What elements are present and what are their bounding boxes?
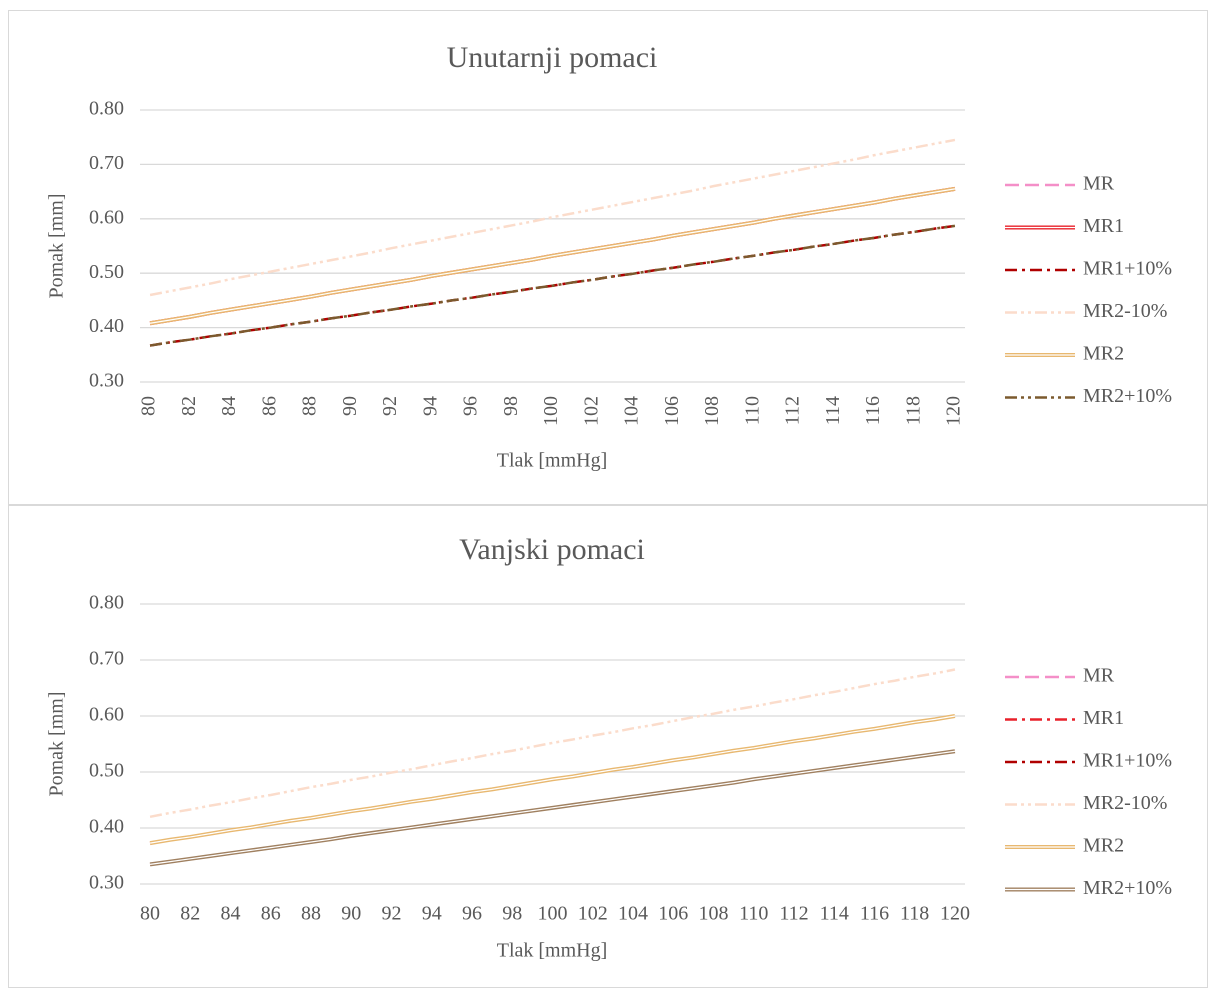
legend-label: MR1 bbox=[1083, 215, 1124, 237]
x-tick-label: 100 bbox=[538, 903, 568, 925]
y-tick-label: 0.50 bbox=[89, 261, 124, 283]
x-tick-label: 108 bbox=[698, 903, 728, 925]
y-tick-label: 0.70 bbox=[89, 648, 124, 670]
legend-label: MR2 bbox=[1083, 835, 1124, 857]
x-tick-label: 94 bbox=[422, 903, 442, 925]
x-tick-label: 116 bbox=[860, 903, 889, 925]
x-tick-label: 110 bbox=[741, 396, 763, 425]
x-tick-label: 92 bbox=[379, 396, 401, 416]
y-tick-label: 0.80 bbox=[89, 98, 124, 120]
legend-label: MR2+10% bbox=[1083, 877, 1172, 899]
x-tick-label: 106 bbox=[661, 396, 683, 426]
legend-label: MR2 bbox=[1083, 343, 1124, 365]
x-axis-title: Tlak [mmHg] bbox=[497, 940, 608, 962]
y-axis-title: Pomak [mm] bbox=[46, 194, 68, 299]
x-tick-label: 82 bbox=[178, 396, 200, 416]
legend-label: MR2-10% bbox=[1083, 792, 1167, 814]
x-tick-label: 94 bbox=[419, 396, 441, 416]
legend-label: MR1+10% bbox=[1083, 750, 1172, 772]
y-tick-label: 0.60 bbox=[89, 206, 124, 228]
y-tick-label: 0.80 bbox=[89, 592, 124, 614]
y-tick-label: 0.40 bbox=[89, 315, 124, 337]
y-tick-label: 0.30 bbox=[89, 872, 124, 894]
x-tick-label: 82 bbox=[180, 903, 200, 925]
x-tick-label: 86 bbox=[258, 396, 280, 416]
x-tick-label: 98 bbox=[500, 396, 522, 416]
x-tick-label: 100 bbox=[540, 396, 562, 426]
y-tick-label: 0.40 bbox=[89, 816, 124, 838]
x-tick-label: 102 bbox=[580, 396, 602, 426]
x-tick-label: 112 bbox=[782, 396, 804, 425]
x-tick-label: 80 bbox=[138, 396, 160, 416]
legend-label: MR2+10% bbox=[1083, 385, 1172, 407]
series-line bbox=[149, 224, 956, 347]
y-tick-label: 0.70 bbox=[89, 152, 124, 174]
legend-label: MR1+10% bbox=[1083, 258, 1172, 280]
x-tick-label: 96 bbox=[462, 903, 482, 925]
x-tick-label: 114 bbox=[822, 396, 844, 425]
x-tick-label: 92 bbox=[382, 903, 402, 925]
x-tick-label: 120 bbox=[940, 903, 970, 925]
x-tick-label: 90 bbox=[341, 903, 361, 925]
x-tick-label: 116 bbox=[862, 396, 884, 425]
x-tick-label: 96 bbox=[460, 396, 482, 416]
x-tick-label: 86 bbox=[261, 903, 281, 925]
x-axis-title: Tlak [mmHg] bbox=[497, 450, 608, 472]
x-tick-label: 110 bbox=[739, 903, 768, 925]
series-line-inner bbox=[149, 750, 956, 865]
x-tick-label: 106 bbox=[658, 903, 688, 925]
x-tick-label: 88 bbox=[299, 396, 321, 416]
x-tick-label: 84 bbox=[221, 903, 241, 925]
y-tick-label: 0.50 bbox=[89, 760, 124, 782]
legend-label: MR1 bbox=[1083, 707, 1124, 729]
series-line bbox=[149, 668, 956, 819]
x-tick-label: 98 bbox=[502, 903, 522, 925]
legend-label: MR bbox=[1083, 173, 1115, 195]
legend-label: MR2-10% bbox=[1083, 300, 1167, 322]
x-tick-label: 104 bbox=[618, 903, 648, 925]
x-tick-label: 120 bbox=[943, 396, 965, 426]
x-tick-label: 108 bbox=[701, 396, 723, 426]
chart-border bbox=[8, 10, 1208, 505]
y-tick-label: 0.60 bbox=[89, 704, 124, 726]
y-axis-title: Pomak [mm] bbox=[46, 692, 68, 797]
x-tick-label: 80 bbox=[140, 903, 160, 925]
y-tick-label: 0.30 bbox=[89, 370, 124, 392]
x-tick-label: 118 bbox=[900, 903, 929, 925]
x-tick-label: 90 bbox=[339, 396, 361, 416]
chart-title: Vanjski pomaci bbox=[459, 533, 645, 566]
chart-border bbox=[8, 505, 1208, 988]
chart-title: Unutarnji pomaci bbox=[447, 41, 658, 74]
x-tick-label: 114 bbox=[820, 903, 849, 925]
x-tick-label: 104 bbox=[621, 396, 643, 426]
legend-label: MR bbox=[1083, 665, 1115, 687]
series-line-inner bbox=[149, 188, 956, 324]
x-tick-label: 84 bbox=[218, 396, 240, 416]
series-line-inner bbox=[149, 715, 956, 844]
x-tick-label: 88 bbox=[301, 903, 321, 925]
x-tick-label: 102 bbox=[578, 903, 608, 925]
x-tick-label: 112 bbox=[779, 903, 808, 925]
x-tick-label: 118 bbox=[902, 396, 924, 425]
series-line bbox=[149, 138, 956, 297]
